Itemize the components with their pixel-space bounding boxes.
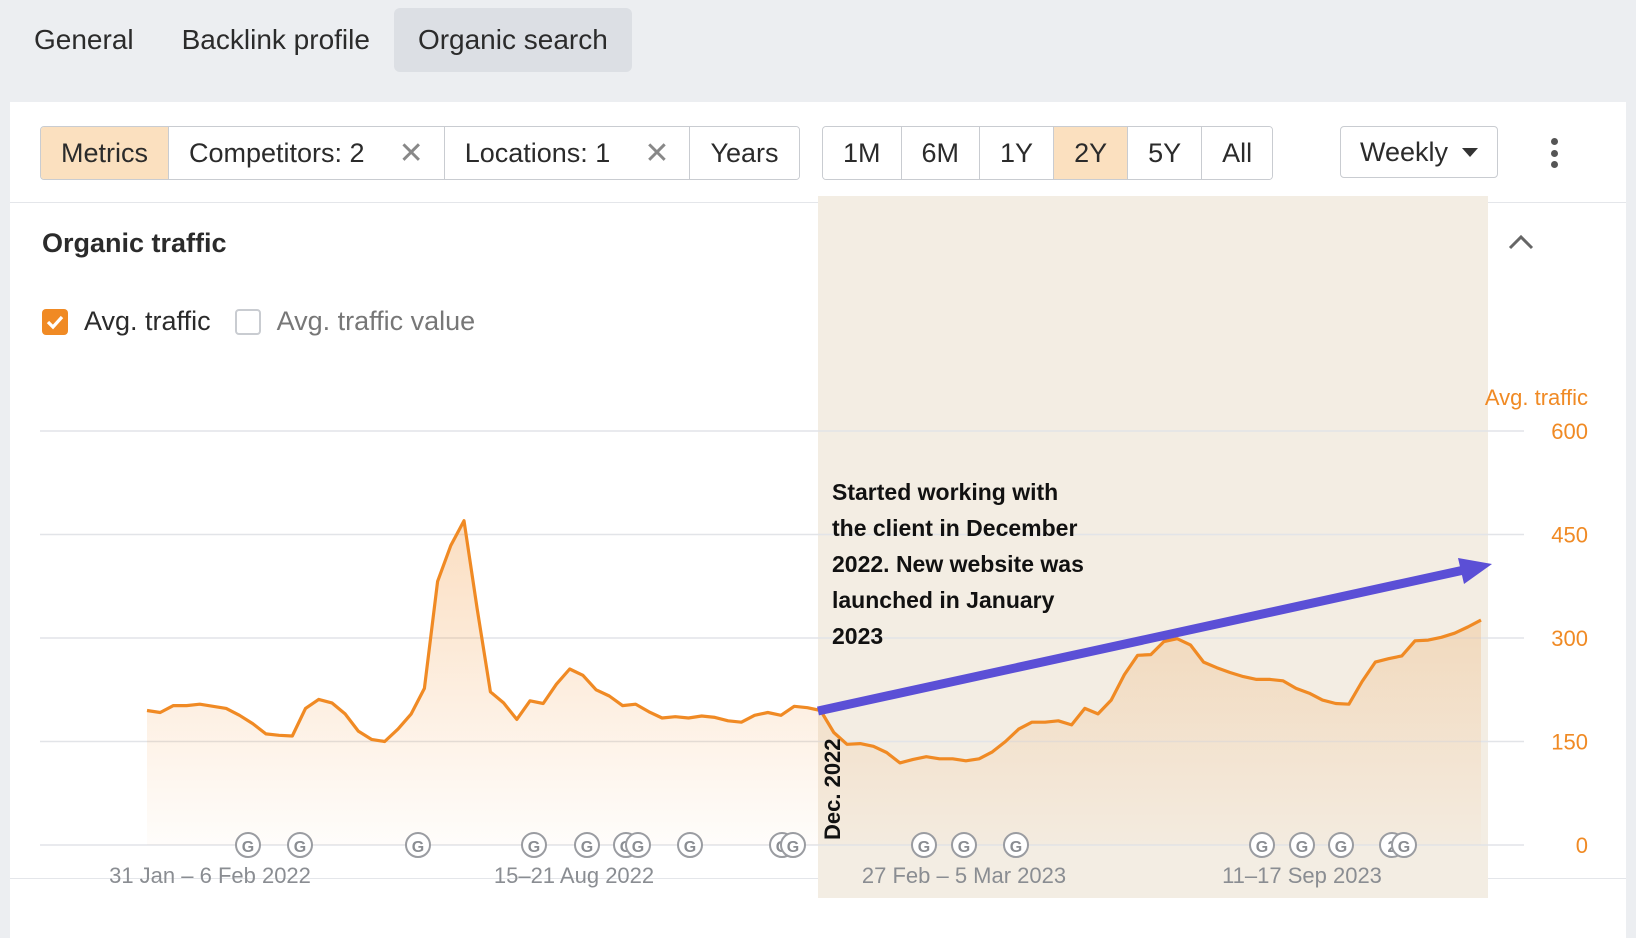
- range-6m-button[interactable]: 6M: [901, 127, 981, 179]
- chart-annotation-line: 2023: [832, 623, 883, 649]
- range-2y-button[interactable]: 2Y: [1054, 127, 1129, 179]
- chart-annotation-line: launched in January: [832, 587, 1055, 613]
- metric-toggles: Avg. traffic Avg. traffic value: [42, 306, 475, 337]
- x-tick-label: 31 Jan – 6 Feb 2022: [109, 863, 311, 888]
- range-1m-button[interactable]: 1M: [823, 127, 902, 179]
- interval-dropdown[interactable]: Weekly: [1340, 126, 1498, 178]
- google-update-marker-label: G: [1256, 839, 1268, 856]
- google-update-marker: [1289, 832, 1315, 858]
- google-update-marker-label: G: [1335, 839, 1347, 856]
- trend-arrow-head: [1458, 558, 1492, 584]
- section-title: Organic traffic: [42, 228, 227, 258]
- range-5y-button[interactable]: 5Y: [1128, 127, 1203, 179]
- chart-annotation: Started working with the client in Decemb…: [832, 479, 1084, 649]
- google-update-marker-label: G: [632, 839, 644, 856]
- google-update-marker: [405, 832, 431, 858]
- metrics-button[interactable]: Metrics: [41, 127, 169, 179]
- chart-annotation-line: the client in December: [832, 515, 1077, 541]
- close-icon[interactable]: ✕: [644, 136, 670, 170]
- interval-label: Weekly: [1359, 136, 1449, 167]
- google-update-marker: [625, 832, 651, 858]
- y-tick-label: 300: [1551, 626, 1588, 651]
- chart-toolbar: Metrics Competitors: 2 ✕ Locations: 1 ✕ …: [10, 102, 1626, 203]
- series-line: [146, 519, 1482, 765]
- chart-annotation-line: Started working with: [832, 479, 1058, 505]
- y-tick-label: 600: [1551, 419, 1588, 444]
- filter-button-group: Metrics Competitors: 2 ✕ Locations: 1 ✕ …: [40, 126, 800, 180]
- google-update-marker: [677, 832, 703, 858]
- google-update-marker-label: G: [1296, 839, 1308, 856]
- range-all-button[interactable]: All: [1202, 127, 1273, 179]
- range-button-group: 1M 6M 1Y 2Y 5Y All: [822, 126, 1274, 180]
- trend-arrow-line: [817, 565, 1465, 716]
- google-update-marker: [287, 832, 313, 858]
- competitors-filter[interactable]: Competitors: 2 ✕: [169, 127, 445, 179]
- google-update-marker: [1249, 832, 1275, 858]
- google-update-marker: [951, 832, 977, 858]
- google-update-marker-label: G: [294, 839, 306, 856]
- chevron-down-icon: [1462, 147, 1479, 157]
- range-1y-button[interactable]: 1Y: [980, 127, 1055, 179]
- competitors-label: Competitors: 2: [189, 137, 365, 168]
- y-tick-label: 0: [1576, 833, 1588, 858]
- avg-traffic-value-checkbox[interactable]: [234, 308, 261, 335]
- locations-filter[interactable]: Locations: 1 ✕: [444, 127, 691, 179]
- google-update-marker-label: G: [412, 839, 424, 856]
- more-options-icon[interactable]: [1548, 138, 1560, 168]
- x-tick-label: 27 Feb – 5 Mar 2023: [862, 863, 1066, 888]
- google-update-marker: [1391, 832, 1417, 858]
- google-update-marker-label: G: [581, 839, 593, 856]
- google-update-marker: [911, 832, 937, 858]
- google-update-marker-label: G: [958, 839, 970, 856]
- google-update-marker-label: G: [787, 839, 799, 856]
- x-tick-label: 11–17 Sep 2023: [1222, 863, 1382, 888]
- google-update-marker: [521, 832, 547, 858]
- chart-annotation-line: 2022. New website was: [832, 551, 1084, 577]
- top-tabs: General Backlink profile Organic search: [10, 8, 632, 72]
- close-icon[interactable]: ✕: [398, 136, 424, 170]
- y-tick-label: 150: [1551, 730, 1588, 755]
- google-update-marker-label: G: [1398, 839, 1410, 856]
- avg-traffic-checkbox[interactable]: [42, 308, 68, 335]
- x-tick-label: 15–21 Aug 2022: [494, 863, 654, 888]
- avg-traffic-label: Avg. traffic: [84, 306, 211, 336]
- series-area: [147, 520, 1481, 845]
- tab-general[interactable]: General: [34, 24, 134, 55]
- y-tick-label: 450: [1551, 523, 1588, 548]
- google-update-marker-label: G: [684, 839, 696, 856]
- google-update-marker: [780, 832, 806, 858]
- check-icon: [46, 315, 64, 329]
- google-update-marker: [235, 832, 261, 858]
- locations-label: Locations: 1: [464, 137, 611, 168]
- google-update-marker: [1003, 832, 1029, 858]
- chevron-up-icon[interactable]: [1508, 234, 1534, 255]
- google-update-marker-label: G: [1010, 839, 1022, 856]
- years-button[interactable]: Years: [690, 127, 799, 179]
- highlight-label: Dec. 2022: [820, 738, 845, 840]
- tab-backlink-profile[interactable]: Backlink profile: [181, 24, 370, 55]
- avg-traffic-value-label: Avg. traffic value: [276, 306, 476, 336]
- google-update-marker: [1328, 832, 1354, 858]
- tab-organic-search[interactable]: Organic search: [393, 8, 632, 72]
- google-update-marker-label: G: [242, 839, 254, 856]
- y-axis-title: Avg. traffic: [1485, 385, 1588, 410]
- google-update-marker: [574, 832, 600, 858]
- google-update-marker-label: G: [918, 839, 930, 856]
- google-update-marker-label: G: [528, 839, 540, 856]
